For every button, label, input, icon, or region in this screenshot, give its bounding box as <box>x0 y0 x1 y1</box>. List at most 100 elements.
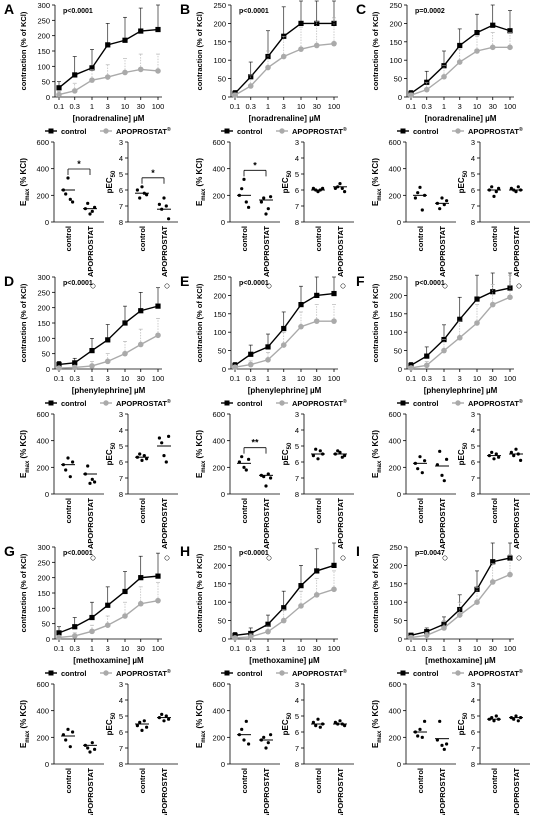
category-label-control: control <box>490 226 499 251</box>
point-apoprostat <box>269 733 273 737</box>
point-control <box>497 186 501 190</box>
axis-label-part: (% KCl) <box>371 430 380 459</box>
pec50-y-tick-label: 6 <box>295 458 299 467</box>
category-label-control: control <box>314 498 323 523</box>
data-point-control <box>490 559 496 565</box>
point-apoprostat <box>264 212 268 216</box>
data-point-apoprostat <box>280 342 287 348</box>
pec50-y-tick-label: 5 <box>295 712 299 721</box>
point-apoprostat <box>343 190 347 194</box>
curve-x-axis-label: [phenylephrine] µM <box>248 386 322 395</box>
p-value-label: p<0.0001 <box>239 550 269 557</box>
curve-x-tick-label: 100 <box>504 102 517 111</box>
data-point-apoprostat <box>507 571 513 578</box>
curve-x-tick-label: 30 <box>489 102 497 111</box>
legend-label-apoprostat: APOPROSTAT® <box>116 668 171 678</box>
data-point-apoprostat <box>298 323 304 330</box>
emax-y-tick-label: 200 <box>36 733 49 742</box>
pec50-y-tick-label: 6 <box>295 186 299 195</box>
p-value-label: p<0.0001 <box>239 8 269 15</box>
pec50-y-tick-label: 4 <box>471 426 475 435</box>
category-label-control: control <box>138 768 147 793</box>
data-point-control <box>248 351 254 357</box>
data-point-apoprostat <box>280 53 287 60</box>
legend-marker-apoprostat <box>455 128 461 134</box>
curve-y-tick-label: 200 <box>37 574 50 583</box>
emax-y-tick-label: 0 <box>45 760 49 769</box>
axis-label-part: pEC <box>105 719 114 735</box>
data-point-apoprostat <box>298 46 304 52</box>
point-control <box>240 727 244 731</box>
drug-name: [noradrenaline] <box>425 114 485 123</box>
point-control <box>68 475 72 479</box>
registered-circle-icon <box>340 555 346 561</box>
registered-mark: ® <box>519 668 523 675</box>
point-control <box>321 186 325 190</box>
point-control <box>145 725 149 729</box>
curve-x-tick-label: 0.1 <box>54 102 64 111</box>
category-label-apoprostat: APOPROSTAT <box>262 768 271 815</box>
pec50-y-tick-label: 4 <box>119 696 123 705</box>
panel-letter: D <box>4 273 14 289</box>
legend-marker-control <box>224 128 230 134</box>
pec50-y-tick-label: 6 <box>295 728 299 737</box>
point-control <box>492 457 496 461</box>
p-value-label: p<0.0001 <box>63 280 93 287</box>
pec50-y-tick-label: 8 <box>471 490 475 499</box>
axis-label-part: pEC <box>457 449 466 465</box>
point-apoprostat <box>442 747 446 751</box>
category-label-apoprostat: APOPROSTAT <box>512 226 521 277</box>
category-label-control: control <box>314 768 323 793</box>
point-control <box>242 465 246 469</box>
point-apoprostat <box>435 738 439 742</box>
legend-label-control: control <box>237 669 262 678</box>
curve-y-tick-label: 150 <box>213 580 226 589</box>
curve-x-tick-label: 30 <box>489 374 497 383</box>
data-point-apoprostat <box>507 294 513 301</box>
emax-y-tick-label: 200 <box>36 463 49 472</box>
category-label-apoprostat: APOPROSTAT <box>336 768 345 815</box>
point-apoprostat <box>435 463 439 467</box>
curve-x-tick-label: 0.1 <box>406 374 416 383</box>
curve-x-tick-label: 1 <box>266 102 270 111</box>
emax-y-axis-label: Emax (% KCl) <box>19 158 31 206</box>
point-apoprostat <box>93 205 97 209</box>
point-control <box>61 733 65 737</box>
point-control <box>316 457 320 461</box>
emax-y-tick-label: 400 <box>36 707 49 716</box>
pec50-y-tick-label: 8 <box>119 490 123 499</box>
pec50-y-axis-label: pEC50 <box>105 170 117 193</box>
legend-marker-control <box>400 128 406 134</box>
p-value-label: p=0.0047 <box>415 550 445 557</box>
data-point-control <box>314 568 320 574</box>
pec50-y-axis-label: pEC50 <box>457 712 469 735</box>
category-label-apoprostat: APOPROSTAT <box>512 768 521 815</box>
point-apoprostat <box>167 217 171 221</box>
point-control <box>318 725 322 729</box>
legend-marker-control <box>48 670 54 676</box>
curve-x-tick-label: 0.3 <box>422 102 432 111</box>
curve-y-tick-label: 100 <box>389 56 402 65</box>
curve-y-tick-label: 100 <box>389 598 402 607</box>
pec50-y-tick-label: 3 <box>119 680 123 689</box>
data-point-control <box>72 624 78 630</box>
legend-label-apoprostat: APOPROSTAT® <box>468 398 523 408</box>
pec50-y-tick-label: 4 <box>295 696 299 705</box>
point-apoprostat <box>438 207 442 211</box>
point-control <box>311 186 315 190</box>
data-point-apoprostat <box>408 92 414 98</box>
pec50-y-tick-label: 3 <box>295 680 299 689</box>
curve-x-tick-label: 0.1 <box>54 644 64 653</box>
curve-x-tick-label: 3 <box>458 102 462 111</box>
point-apoprostat <box>88 750 92 754</box>
curve-y-tick-label: 0 <box>222 365 226 374</box>
curve-x-axis-label: [noradrenaline] µM <box>425 114 497 123</box>
axis-label-part: (% KCl) <box>371 700 380 729</box>
emax-y-tick-label: 200 <box>36 191 49 200</box>
curve-y-tick-label: 100 <box>389 328 402 337</box>
curve-y-tick-label: 200 <box>37 32 50 41</box>
axis-label-part: max <box>25 460 31 473</box>
pec50-y-tick-label: 8 <box>119 760 123 769</box>
data-point-control <box>474 296 480 302</box>
